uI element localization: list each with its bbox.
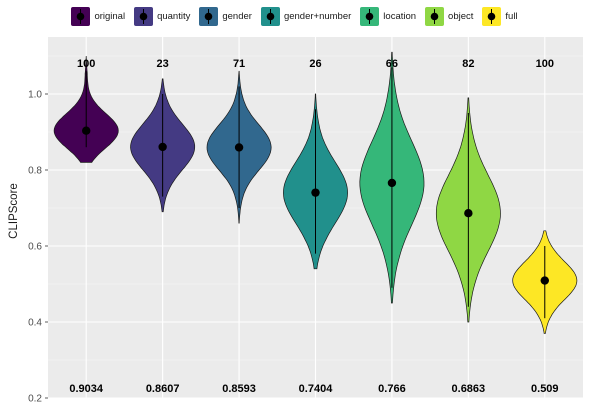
mean-point-original bbox=[82, 126, 91, 135]
mean-label-location: 0.766 bbox=[378, 383, 406, 395]
count-label-gender: 71 bbox=[233, 58, 245, 70]
legend-item-object: object bbox=[425, 6, 474, 26]
legend-label: gender+number bbox=[283, 10, 352, 22]
mean-point-object bbox=[464, 209, 473, 218]
legend: original quantity gender gender+number locat… bbox=[0, 5, 589, 27]
mean-label-gender: 0.8593 bbox=[222, 383, 256, 395]
legend-label: quantity bbox=[157, 10, 191, 22]
legend-key-original bbox=[71, 6, 91, 26]
mean-point-quantity bbox=[158, 142, 167, 152]
legend-label: object bbox=[448, 10, 474, 22]
y-tick-label: 0.6 bbox=[28, 242, 42, 253]
legend-item-gender: gender bbox=[199, 6, 252, 26]
legend-item-original: original bbox=[71, 6, 126, 26]
mean-label-gender+number: 0.7404 bbox=[299, 383, 334, 395]
y-tick-label: 0.8 bbox=[28, 166, 42, 177]
legend-item-gender+number: gender+number bbox=[260, 6, 352, 26]
mean-label-original: 0.9034 bbox=[69, 383, 104, 395]
legend-label: location bbox=[383, 10, 417, 22]
legend-key-quantity bbox=[134, 6, 154, 26]
mean-point-full bbox=[540, 276, 549, 285]
count-label-gender+number: 26 bbox=[309, 58, 321, 70]
mean-label-quantity: 0.8607 bbox=[146, 383, 180, 395]
legend-item-location: location bbox=[360, 6, 417, 26]
legend-key-full bbox=[482, 6, 502, 26]
mean-point-gender bbox=[234, 143, 244, 152]
count-label-object: 82 bbox=[462, 58, 474, 70]
y-tick-label: 0.4 bbox=[28, 318, 42, 329]
legend-key-location bbox=[360, 6, 380, 26]
count-label-original: 100 bbox=[77, 58, 95, 70]
legend-item-full: full bbox=[482, 6, 518, 26]
legend-label: original bbox=[94, 10, 126, 22]
count-label-quantity: 23 bbox=[157, 58, 169, 70]
legend-label: gender bbox=[222, 10, 252, 22]
legend-item-quantity: quantity bbox=[134, 6, 191, 26]
legend-label: full bbox=[505, 10, 518, 22]
y-tick-label: 0.2 bbox=[28, 394, 42, 403]
count-label-full: 100 bbox=[536, 58, 554, 70]
mean-label-object: 0.6863 bbox=[452, 383, 486, 395]
legend-key-gender bbox=[199, 6, 219, 26]
mean-label-full: 0.509 bbox=[531, 383, 559, 395]
mean-point-gender+number bbox=[311, 188, 320, 197]
y-tick-label: 1.0 bbox=[28, 90, 42, 101]
count-label-location: 66 bbox=[386, 58, 398, 70]
legend-key-object bbox=[425, 6, 445, 26]
legend-key-gender+number bbox=[260, 6, 280, 26]
mean-point-location bbox=[387, 178, 397, 188]
